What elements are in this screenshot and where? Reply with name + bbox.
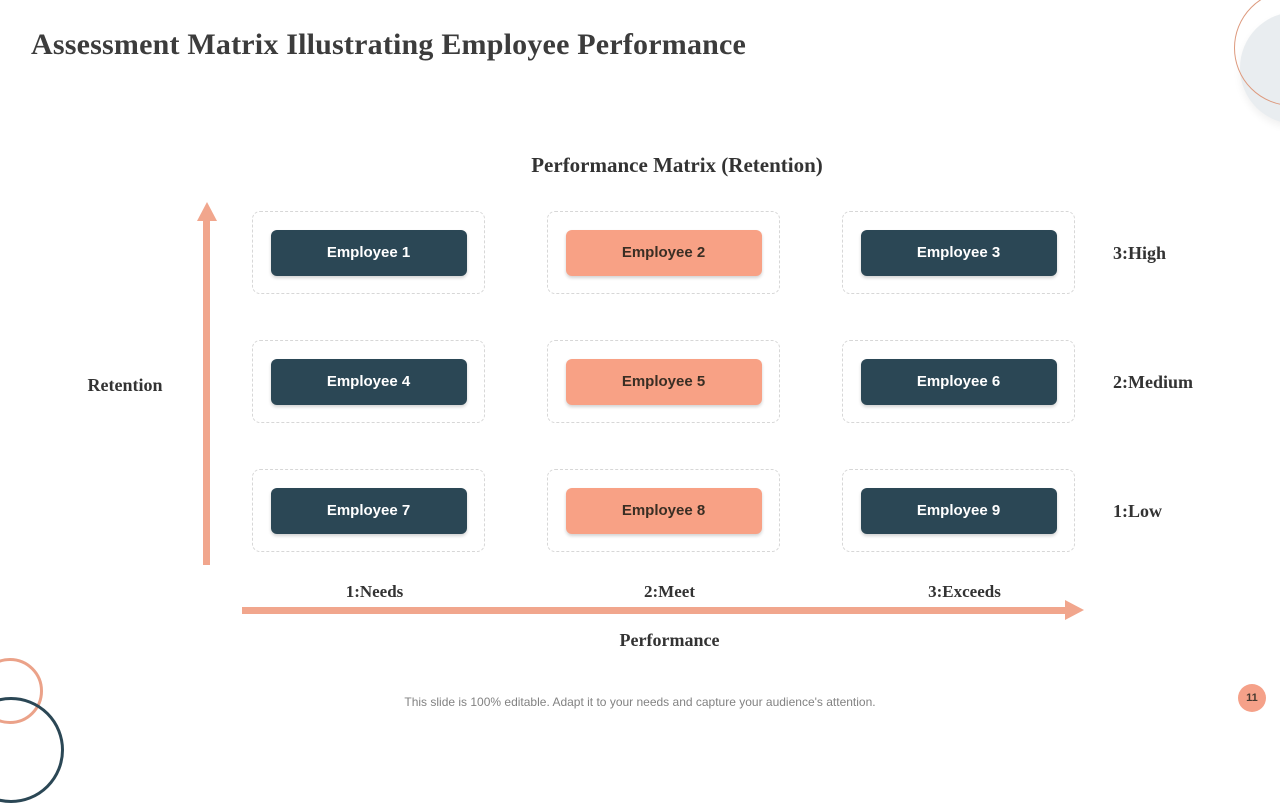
matrix-cell: Employee 3 bbox=[842, 211, 1075, 294]
bottom-left-teal-ring-decoration bbox=[0, 697, 64, 803]
y-axis-label: Retention bbox=[87, 375, 163, 395]
matrix-cell: Employee 6 bbox=[842, 340, 1075, 423]
employee-1-shape[interactable]: Employee 1 bbox=[270, 229, 467, 276]
x-axis-label: Performance bbox=[619, 630, 720, 650]
x-axis-arrowhead-icon bbox=[1065, 600, 1084, 620]
matrix-cell: Employee 1 bbox=[252, 211, 485, 294]
y-axis-arrow bbox=[203, 220, 210, 565]
matrix-cell: Employee 5 bbox=[547, 340, 780, 423]
employee-7-shape[interactable]: Employee 7 bbox=[270, 487, 467, 534]
matrix-cell: Employee 2 bbox=[547, 211, 780, 294]
y-tick-high: 3:High bbox=[1113, 243, 1167, 263]
x-tick-exceeds: 3:Exceeds bbox=[928, 582, 1001, 601]
matrix-cell: Employee 8 bbox=[547, 469, 780, 552]
matrix-cell: Employee 4 bbox=[252, 340, 485, 423]
page-number-badge: 11 bbox=[1238, 684, 1266, 712]
y-tick-medium: 2:Medium bbox=[1113, 372, 1193, 392]
employee-2-shape[interactable]: Employee 2 bbox=[565, 229, 762, 276]
slide-title: Assessment Matrix Illustrating Employee … bbox=[31, 28, 747, 61]
x-tick-meet: 2:Meet bbox=[644, 582, 695, 601]
employee-8-shape[interactable]: Employee 8 bbox=[565, 487, 762, 534]
y-tick-low: 1:Low bbox=[1113, 501, 1162, 521]
employee-5-shape[interactable]: Employee 5 bbox=[565, 358, 762, 405]
matrix-cell: Employee 7 bbox=[252, 469, 485, 552]
employee-3-shape[interactable]: Employee 3 bbox=[860, 229, 1057, 276]
matrix-title: Performance Matrix (Retention) bbox=[531, 153, 823, 177]
corner-ring-decoration bbox=[1234, 0, 1280, 106]
employee-4-shape[interactable]: Employee 4 bbox=[270, 358, 467, 405]
matrix-cell: Employee 9 bbox=[842, 469, 1075, 552]
x-axis-arrow bbox=[242, 607, 1067, 614]
assessment-matrix-grid: Employee 1 Employee 2 Employee 3 Employe… bbox=[252, 211, 1075, 552]
footer-note: This slide is 100% editable. Adapt it to… bbox=[404, 695, 876, 709]
employee-9-shape[interactable]: Employee 9 bbox=[860, 487, 1057, 534]
x-tick-needs: 1:Needs bbox=[345, 582, 404, 601]
y-axis-arrowhead-icon bbox=[197, 202, 217, 221]
employee-6-shape[interactable]: Employee 6 bbox=[860, 358, 1057, 405]
